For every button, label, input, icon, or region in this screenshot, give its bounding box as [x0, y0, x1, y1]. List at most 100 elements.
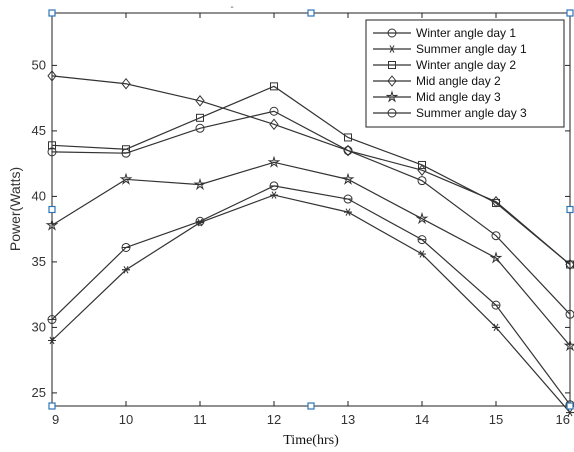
data-point — [47, 70, 57, 82]
legend-items: Winter angle day 1 Summer angle day 1 Wint… — [373, 26, 527, 120]
y-tick-label: 45 — [32, 123, 46, 138]
selection-handle[interactable] — [566, 205, 574, 214]
legend-entry: Summer angle day 1 — [373, 42, 527, 56]
x-tick-label: 13 — [341, 412, 355, 427]
legend-marker — [387, 28, 397, 38]
data-point — [193, 177, 207, 191]
data-point — [269, 106, 279, 116]
series-line — [51, 194, 571, 413]
selection-handle[interactable] — [566, 402, 574, 410]
x-tick-label: 10 — [119, 412, 133, 427]
data-point — [267, 155, 281, 168]
data-point — [48, 336, 56, 345]
legend-marker — [388, 61, 396, 69]
data-point — [48, 141, 56, 150]
x-tick-label: 11 — [193, 412, 207, 427]
selection-handle[interactable] — [48, 205, 56, 214]
y-tick-label: 25 — [32, 385, 46, 400]
data-point — [417, 235, 427, 245]
series-line — [51, 161, 571, 347]
top-mark: - — [230, 2, 233, 13]
legend-entry: Mid angle day 2 — [373, 74, 501, 88]
selection-handle[interactable] — [48, 402, 56, 410]
data-point — [122, 266, 130, 274]
data-point — [270, 82, 278, 91]
legend-box — [365, 19, 565, 128]
data-point — [195, 216, 205, 226]
data-point — [341, 172, 355, 185]
data-point — [565, 258, 574, 271]
data-point — [47, 315, 57, 325]
data-point — [566, 408, 574, 417]
data-point — [417, 176, 427, 186]
data-point — [269, 118, 279, 131]
data-point — [491, 300, 501, 310]
y-tick-label: 40 — [32, 188, 46, 203]
legend-marker — [387, 108, 397, 118]
x-tick-label: 14 — [415, 412, 429, 427]
legend-label: Summer angle day 1 — [416, 42, 527, 56]
selection-handles — [48, 9, 574, 410]
series-4 — [47, 70, 574, 271]
data-point — [195, 94, 205, 107]
series-line — [51, 185, 571, 406]
data-point — [418, 250, 426, 258]
x-tick-label: 15 — [489, 412, 503, 427]
legend-label: Mid angle day 3 — [416, 90, 501, 104]
data-point — [344, 133, 352, 142]
series-line — [51, 110, 571, 315]
data-point — [195, 123, 205, 133]
data-point — [491, 195, 501, 208]
x-tick-label: 16 — [556, 412, 570, 427]
legend-marker — [385, 90, 399, 103]
selection-handle[interactable] — [566, 9, 574, 17]
x-axis-label: Time(hrs) — [283, 433, 339, 448]
data-point — [196, 113, 204, 122]
data-point — [121, 242, 131, 252]
legend-entry: Winter angle day 2 — [373, 58, 516, 72]
legend-entry: Summer angle day 3 — [373, 106, 527, 120]
legend-label: Mid angle day 2 — [416, 74, 501, 88]
data-point — [418, 160, 426, 169]
legend-entry: Winter angle day 1 — [373, 26, 516, 40]
data-point — [270, 191, 278, 199]
data-point — [119, 172, 133, 185]
legend-label: Winter angle day 2 — [416, 58, 516, 72]
y-tick-label: 30 — [32, 319, 46, 334]
data-point — [343, 194, 353, 204]
data-point — [489, 251, 503, 264]
x-tick-label: 12 — [267, 412, 281, 427]
y-tick-label: 50 — [32, 57, 46, 72]
data-point — [45, 218, 59, 231]
legend-marker — [388, 45, 396, 53]
data-point — [417, 164, 427, 177]
data-point — [121, 77, 131, 90]
legend-entry: Mid angle day 3 — [373, 90, 501, 104]
data-point — [415, 211, 429, 225]
series-6 — [47, 181, 574, 410]
series-5 — [45, 155, 574, 352]
data-point — [47, 147, 57, 157]
data-point — [492, 323, 500, 332]
y-axis-label: Power(Watts) — [7, 167, 23, 251]
series-layer — [45, 70, 574, 417]
data-point — [122, 145, 130, 154]
y-tick-label: 35 — [32, 254, 46, 269]
series-2 — [48, 191, 574, 417]
legend-marker — [387, 75, 397, 87]
data-point — [491, 231, 501, 241]
data-point — [343, 144, 353, 157]
series-line — [51, 75, 571, 265]
selection-handle[interactable] — [307, 402, 315, 410]
legend-label: Summer angle day 3 — [416, 106, 527, 120]
legend: Winter angle day 1 Summer angle day 1 Wint… — [365, 19, 565, 128]
selection-handle[interactable] — [48, 9, 56, 17]
x-tick-label: 9 — [52, 412, 59, 427]
selection-handle[interactable] — [307, 9, 315, 17]
legend-label: Winter angle day 1 — [416, 26, 516, 40]
data-point — [565, 309, 574, 319]
data-point — [344, 208, 352, 216]
axis-layer: 25 30 35 40 45 50 9 10 11 12 13 14 15 16 — [32, 13, 571, 427]
data-point — [269, 181, 279, 191]
